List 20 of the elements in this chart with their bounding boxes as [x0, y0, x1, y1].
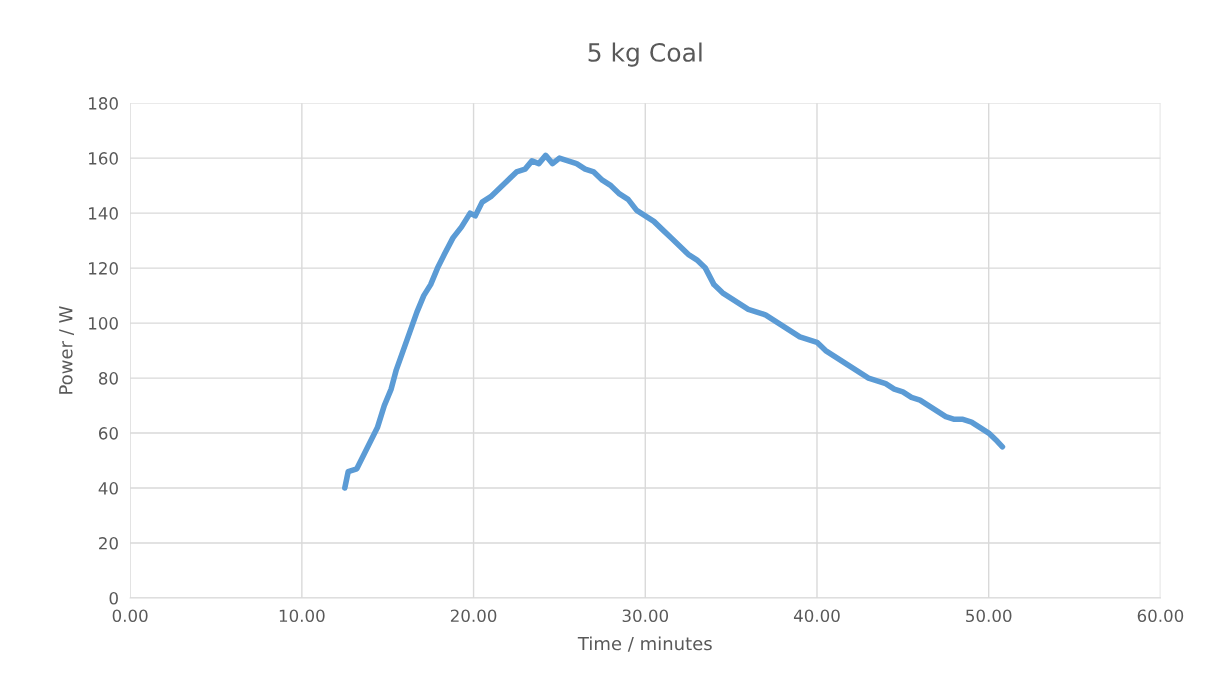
x-tick-label: 50.00 — [966, 609, 1012, 623]
y-tick-label: 140 — [89, 207, 118, 220]
y-tick-label: 80 — [98, 372, 118, 385]
y-tick-label: 180 — [89, 97, 118, 110]
y-tick-label: 40 — [98, 482, 118, 495]
x-tick-label: 60.00 — [1137, 609, 1184, 623]
x-tick-label: 10.00 — [279, 609, 325, 623]
x-axis-title: Time / minutes — [577, 636, 712, 652]
y-axis-title: Power / W — [59, 306, 75, 394]
x-tick-label: 0.00 — [112, 609, 148, 623]
x-tick-label: 30.00 — [622, 609, 669, 623]
y-tick-label: 160 — [89, 152, 118, 165]
y-tick-label: 20 — [99, 537, 118, 550]
y-tick-label: 60 — [98, 427, 118, 440]
y-tick-label: 120 — [89, 262, 118, 275]
y-tick-label: 100 — [89, 317, 118, 330]
chart-title: 5 kg Coal — [588, 42, 702, 67]
x-tick-label: 40.00 — [793, 609, 840, 623]
y-tick-label: 0 — [109, 591, 118, 605]
x-tick-label: 20.00 — [450, 609, 497, 623]
